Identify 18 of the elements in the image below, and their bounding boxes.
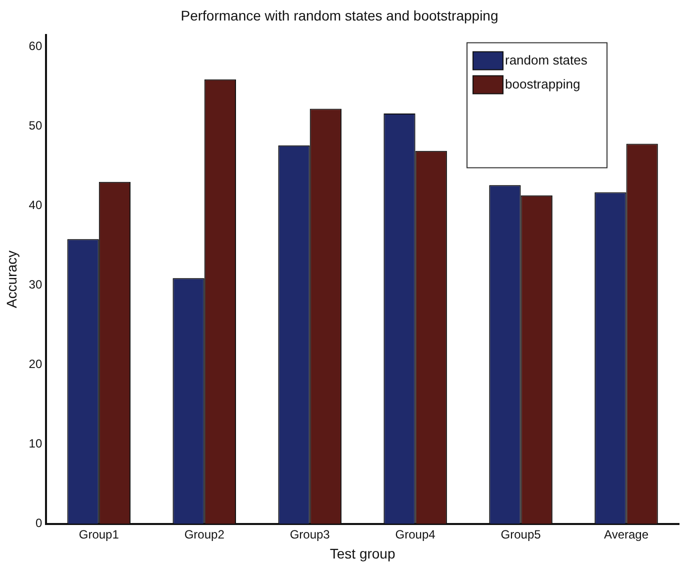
y-tick-label: 0 <box>35 516 42 530</box>
y-tick-label: 40 <box>28 198 42 212</box>
x-tick-label: Group2 <box>184 527 225 542</box>
y-axis-title: Accuracy <box>3 250 20 308</box>
legend-label: boostrapping <box>505 76 580 92</box>
y-tick-label: 10 <box>28 436 42 451</box>
y-tick-label: 20 <box>28 357 42 372</box>
x-tick-label: Group1 <box>78 527 120 542</box>
x-tick-label: Group3 <box>290 527 330 542</box>
y-tick-label: 30 <box>28 278 42 292</box>
chart-title: Performance with random states and bootstrapping <box>180 7 498 24</box>
x-tick-label: Average <box>604 527 649 542</box>
x-tick-label: Group5 <box>500 527 542 542</box>
x-axis-title: Test group <box>330 545 396 562</box>
y-tick-label: 60 <box>28 39 42 54</box>
legend-label: random states <box>505 52 588 68</box>
y-tick-label: 50 <box>28 118 42 133</box>
x-tick-label: Group4 <box>395 527 436 542</box>
